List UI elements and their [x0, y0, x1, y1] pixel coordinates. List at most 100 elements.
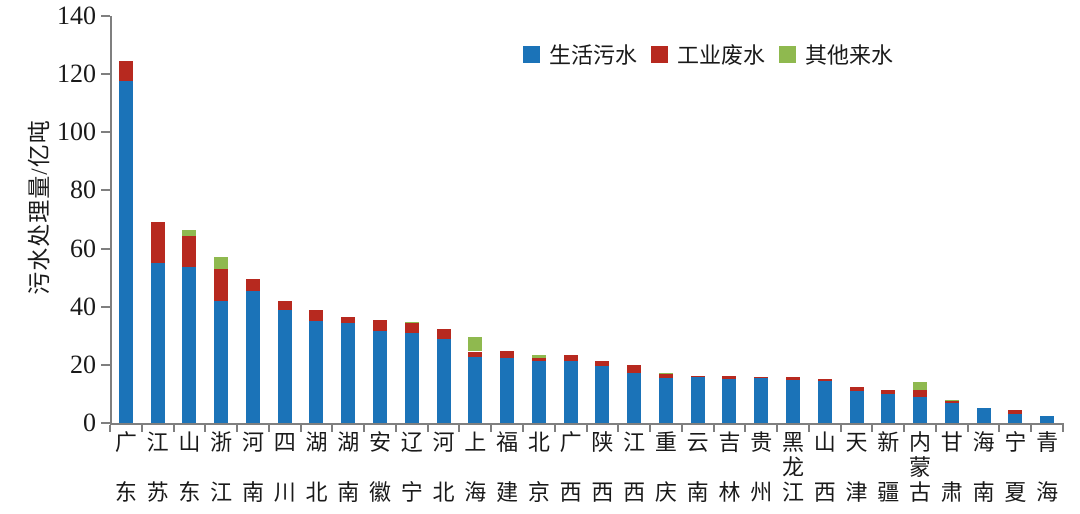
bar-8-segment-2	[341, 316, 356, 323]
x-axis-label-char: 蒙	[909, 455, 932, 480]
bar-10-segment-3	[404, 321, 419, 324]
legend-swatch-other-water	[779, 45, 797, 63]
bar-20-segment-2	[722, 375, 737, 380]
legend-item-industrial-wastewater: 工业废水	[651, 38, 765, 70]
x-axis-label-char: 东	[114, 480, 137, 505]
x-axis-label-char: 北	[432, 480, 455, 505]
legend-label-other-water: 其他来水	[805, 43, 894, 68]
x-axis-label-char: 四	[273, 430, 296, 455]
x-axis-label-char: 夏	[1004, 480, 1027, 505]
y-tick-mark	[101, 15, 110, 17]
x-tick-mark	[966, 425, 969, 432]
bar-24-segment-1	[849, 391, 864, 423]
bar-27-segment-1	[944, 403, 959, 423]
x-axis-label-19: 云南	[682, 432, 714, 504]
x-axis-label-char: 江	[146, 430, 169, 455]
bar-20-segment-1	[722, 379, 737, 423]
bar-18-segment-3	[658, 373, 673, 375]
x-axis-label-12: 上海	[459, 432, 491, 504]
bar-5-segment-1	[245, 290, 260, 423]
bar-21-segment-2	[754, 376, 769, 378]
x-axis-label-char: 南	[337, 480, 360, 505]
x-tick-mark	[521, 425, 524, 432]
x-axis-label-char: 河	[241, 430, 264, 455]
x-tick-mark	[807, 425, 810, 432]
bar-24-segment-2	[849, 386, 864, 392]
x-axis-label-char: 浙	[210, 430, 233, 455]
bar-3-segment-3	[182, 229, 197, 236]
x-axis-label-char: 湖	[305, 430, 328, 455]
x-axis-label-char: 京	[527, 480, 550, 505]
bar-2-segment-2	[150, 222, 165, 264]
x-axis-label-20: 吉林	[714, 432, 746, 504]
x-axis-label-char: 建	[496, 480, 519, 505]
x-axis-label-char: 海	[1036, 480, 1059, 505]
x-axis-label-15: 广西	[555, 432, 587, 504]
x-tick-mark	[140, 425, 143, 432]
bar-4-segment-1	[214, 300, 229, 423]
x-axis-label-char: 广	[559, 430, 582, 455]
x-axis-label-5: 河南	[237, 432, 269, 504]
x-axis-label-char: 宁	[400, 480, 423, 505]
bar-29-segment-1	[1008, 413, 1023, 423]
x-axis-label-char: 贵	[750, 430, 773, 455]
bar-22-segment-1	[785, 379, 800, 423]
x-axis-label-21: 贵州	[745, 432, 777, 504]
x-axis-label-27: 甘肃	[936, 432, 968, 504]
x-tick-mark	[458, 425, 461, 432]
bar-19-segment-1	[690, 377, 705, 423]
plot-area	[110, 16, 1063, 423]
x-axis-label-char: 南	[972, 480, 995, 505]
x-axis-label-10: 辽宁	[396, 432, 428, 504]
x-axis-label-char: 古	[909, 480, 932, 505]
x-axis-label-char: 西	[623, 480, 646, 505]
bar-26-segment-1	[913, 396, 928, 423]
bar-27-segment-2	[944, 400, 959, 404]
x-tick-mark	[649, 425, 652, 432]
legend-label-industrial-wastewater: 工业废水	[677, 43, 766, 68]
bar-13-segment-2	[500, 351, 515, 359]
x-axis-label-26: 内蒙古	[904, 432, 936, 504]
x-axis-label-char: 内	[909, 430, 932, 455]
x-tick-mark	[267, 425, 270, 432]
x-axis-label-22: 黑龙江	[777, 432, 809, 504]
x-axis-label-char: 山	[178, 430, 201, 455]
y-tick-label-80: 80	[70, 175, 96, 205]
x-axis-label-29: 宁夏	[999, 432, 1031, 504]
bar-11-segment-1	[436, 338, 451, 423]
x-tick-mark	[585, 425, 588, 432]
y-tick-label-140: 140	[57, 1, 96, 30]
x-axis-label-char: 江	[210, 480, 233, 505]
x-axis-label-char: 陕	[591, 430, 614, 455]
legend: 生活污水 工业废水 其他来水	[523, 38, 893, 70]
x-axis-label-8: 湖南	[332, 432, 364, 504]
x-tick-mark	[1030, 425, 1033, 432]
bar-10-segment-1	[404, 332, 419, 423]
bar-14-segment-2	[531, 357, 546, 361]
bar-14-segment-3	[531, 354, 546, 358]
x-axis-label-char: 新	[877, 430, 900, 455]
bar-18-segment-2	[658, 374, 673, 378]
bar-15-segment-1	[563, 361, 578, 423]
x-axis-label-char: 北	[527, 430, 550, 455]
x-tick-mark	[617, 425, 620, 432]
bar-1-segment-1	[118, 81, 133, 423]
x-tick-mark	[172, 425, 175, 432]
x-axis-label-18: 重庆	[650, 432, 682, 504]
bar-27-segment-3	[944, 399, 959, 401]
y-tick-label-100: 100	[57, 117, 96, 147]
x-tick-mark	[744, 425, 747, 432]
x-axis-label-char: 重	[654, 430, 677, 455]
x-axis-label-3: 山东	[174, 432, 206, 504]
bar-11-segment-2	[436, 328, 451, 339]
x-tick-mark	[236, 425, 239, 432]
bar-23-segment-1	[817, 381, 832, 423]
bar-18-segment-1	[658, 377, 673, 423]
bar-16-segment-1	[595, 366, 610, 423]
x-axis-label-char: 上	[464, 430, 487, 455]
x-axis-label-11: 河北	[428, 432, 460, 504]
x-tick-mark	[490, 425, 493, 432]
x-axis-label-char: 吉	[718, 430, 741, 455]
x-tick-mark	[839, 425, 842, 432]
